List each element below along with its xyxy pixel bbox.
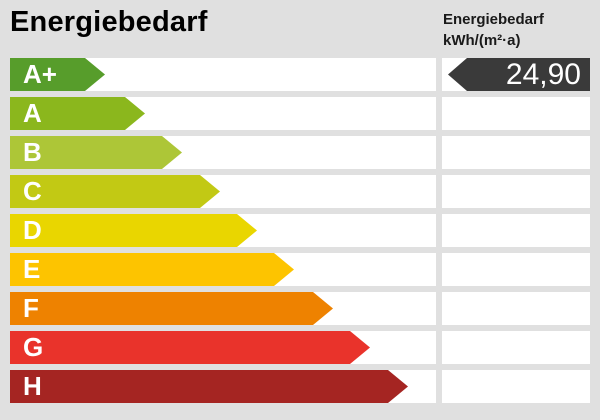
grade-label: A+ — [23, 59, 57, 89]
value-cell — [442, 331, 590, 364]
grade-arrow: C — [10, 175, 220, 208]
grade-label: H — [23, 371, 42, 401]
grade-band-cell: F — [10, 292, 436, 325]
unit-label-line2: kWh/(m²·a) — [443, 32, 521, 49]
value-text: 24,90 — [505, 58, 581, 91]
grade-label: A — [23, 98, 42, 128]
value-cell — [442, 292, 590, 325]
scale-row: A+ 24,90 — [10, 58, 590, 91]
grade-label: C — [23, 176, 42, 206]
grade-band-cell: H — [10, 370, 436, 403]
grade-arrow: E — [10, 253, 294, 286]
grade-band-cell: G — [10, 331, 436, 364]
grade-arrow: A — [10, 97, 145, 130]
value-badge: 24,90 — [448, 58, 590, 91]
value-cell — [442, 175, 590, 208]
grade-arrow: F — [10, 292, 333, 325]
scale-row: G — [10, 331, 590, 364]
grade-label: E — [23, 254, 41, 284]
grade-label: F — [23, 293, 39, 323]
scale-row: F — [10, 292, 590, 325]
scale-row: C — [10, 175, 590, 208]
grade-label: B — [23, 137, 42, 167]
scale-row: D — [10, 214, 590, 247]
energy-scale: A+ 24,90 A B C — [10, 58, 590, 409]
value-cell — [442, 253, 590, 286]
scale-row: B — [10, 136, 590, 169]
grade-band-cell: C — [10, 175, 436, 208]
grade-band-cell: E — [10, 253, 436, 286]
unit-label-line1: Energiebedarf — [443, 11, 544, 28]
value-cell — [442, 370, 590, 403]
value-cell — [442, 97, 590, 130]
grade-label: D — [23, 215, 42, 245]
value-cell — [442, 136, 590, 169]
grade-arrow: D — [10, 214, 257, 247]
value-cell — [442, 214, 590, 247]
grade-band-cell: D — [10, 214, 436, 247]
value-cell: 24,90 — [442, 58, 590, 91]
scale-row: A — [10, 97, 590, 130]
grade-arrow: H — [10, 370, 408, 403]
grade-band-cell: B — [10, 136, 436, 169]
grade-label: G — [23, 332, 44, 362]
grade-arrow: G — [10, 331, 370, 364]
grade-band-cell: A — [10, 97, 436, 130]
scale-row: H — [10, 370, 590, 403]
grade-arrow: B — [10, 136, 182, 169]
page-title: Energiebedarf — [10, 6, 208, 38]
scale-row: E — [10, 253, 590, 286]
unit-label: Energiebedarf kWh/(m²·a) — [443, 9, 544, 51]
grade-band-cell: A+ — [10, 58, 436, 91]
grade-arrow: A+ — [10, 58, 105, 91]
